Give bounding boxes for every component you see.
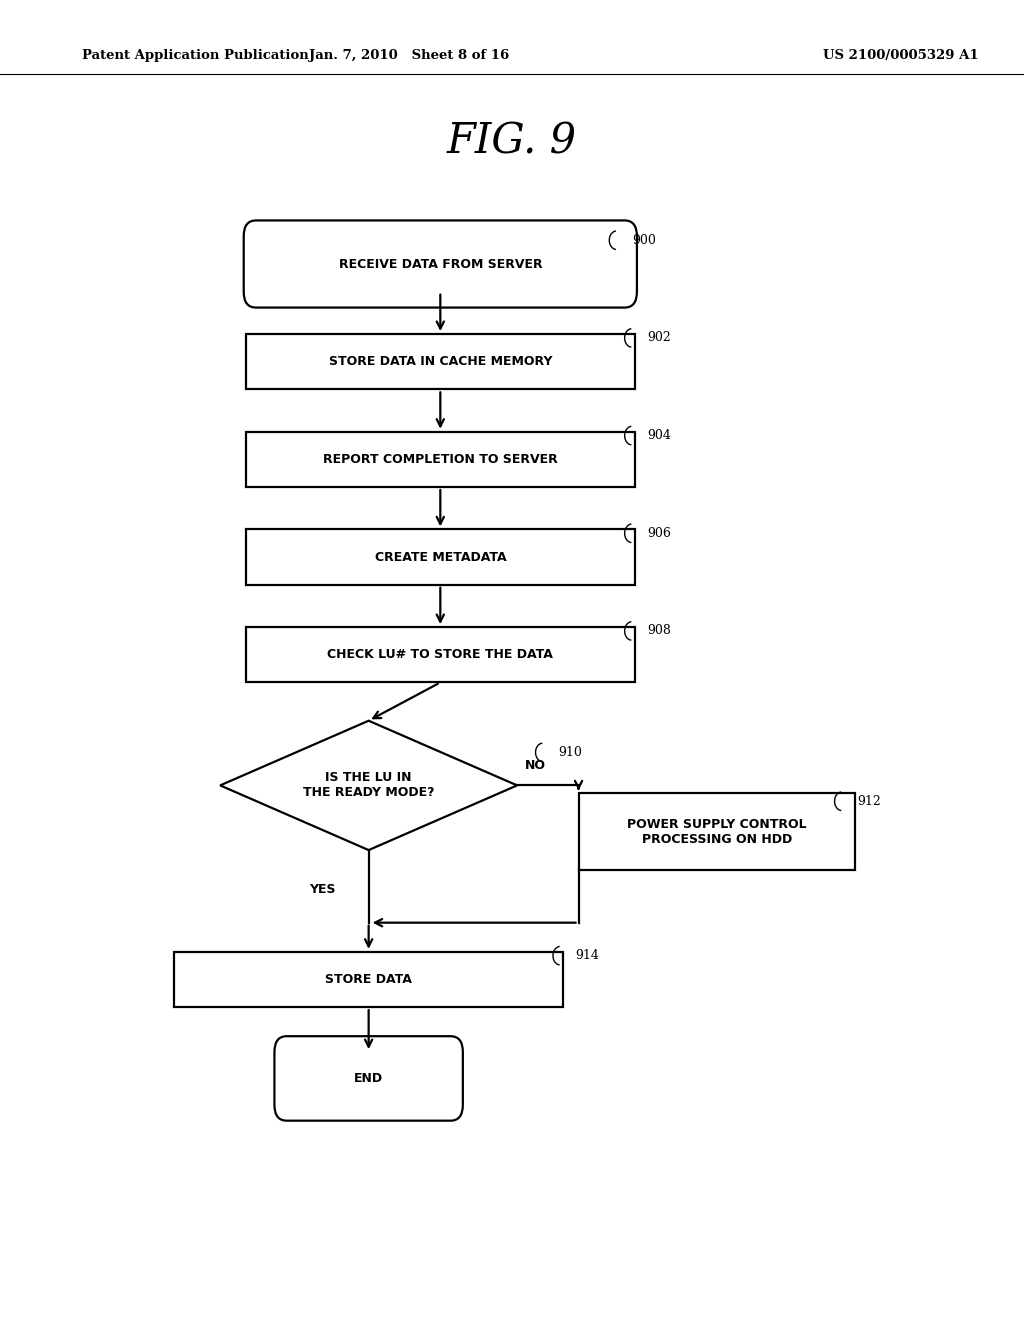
Text: FIG. 9: FIG. 9 xyxy=(446,120,578,162)
Text: CHECK LU# TO STORE THE DATA: CHECK LU# TO STORE THE DATA xyxy=(328,648,553,661)
Text: POWER SUPPLY CONTROL
PROCESSING ON HDD: POWER SUPPLY CONTROL PROCESSING ON HDD xyxy=(627,817,807,846)
Text: 900: 900 xyxy=(632,234,655,247)
Bar xyxy=(174,952,563,1007)
Text: Jan. 7, 2010   Sheet 8 of 16: Jan. 7, 2010 Sheet 8 of 16 xyxy=(309,49,510,62)
Bar xyxy=(246,627,635,682)
Text: REPORT COMPLETION TO SERVER: REPORT COMPLETION TO SERVER xyxy=(323,453,558,466)
Text: CREATE METADATA: CREATE METADATA xyxy=(375,550,506,564)
Bar xyxy=(246,334,635,389)
Text: STORE DATA IN CACHE MEMORY: STORE DATA IN CACHE MEMORY xyxy=(329,355,552,368)
Text: YES: YES xyxy=(309,883,336,896)
Text: 912: 912 xyxy=(857,795,881,808)
Text: END: END xyxy=(354,1072,383,1085)
Bar xyxy=(246,432,635,487)
Text: 914: 914 xyxy=(575,949,599,962)
Text: 910: 910 xyxy=(558,746,582,759)
Text: IS THE LU IN
THE READY MODE?: IS THE LU IN THE READY MODE? xyxy=(303,771,434,800)
Bar xyxy=(246,529,635,585)
Text: STORE DATA: STORE DATA xyxy=(326,973,412,986)
Text: 908: 908 xyxy=(647,624,671,638)
Text: US 2100/0005329 A1: US 2100/0005329 A1 xyxy=(823,49,979,62)
FancyBboxPatch shape xyxy=(244,220,637,308)
FancyBboxPatch shape xyxy=(274,1036,463,1121)
Polygon shape xyxy=(220,721,517,850)
Bar xyxy=(579,793,855,870)
Text: Patent Application Publication: Patent Application Publication xyxy=(82,49,308,62)
Text: 906: 906 xyxy=(647,527,671,540)
Text: RECEIVE DATA FROM SERVER: RECEIVE DATA FROM SERVER xyxy=(339,257,542,271)
Text: 904: 904 xyxy=(647,429,671,442)
Text: NO: NO xyxy=(525,759,547,772)
Text: 902: 902 xyxy=(647,331,671,345)
